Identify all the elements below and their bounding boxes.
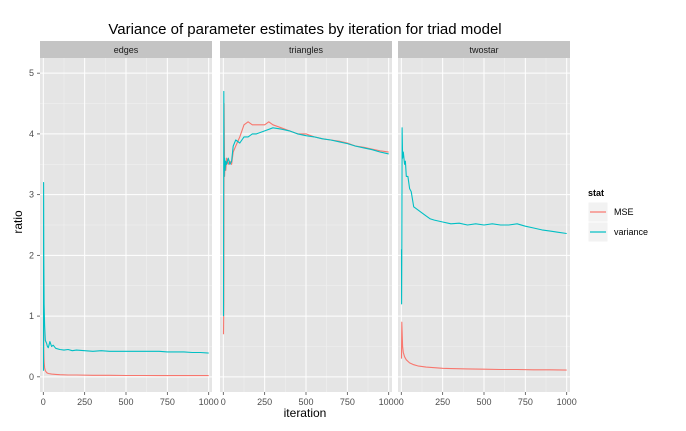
y-tick-label: 5 bbox=[29, 68, 34, 78]
x-tick-label: 0 bbox=[41, 397, 46, 407]
panel-edges: edges 0 250 500 750 1000 bbox=[40, 41, 219, 407]
strip-label-edges: edges bbox=[114, 45, 139, 55]
series-line-MSE-twostar bbox=[400, 321, 567, 371]
x-tick-label: 750 bbox=[160, 397, 175, 407]
chart-title: Variance of parameter estimates by itera… bbox=[108, 21, 501, 38]
series-line-variance-edges bbox=[42, 181, 209, 371]
y-axis: 0 1 2 3 4 5 bbox=[29, 68, 40, 382]
x-tick-label: 250 bbox=[435, 397, 450, 407]
x-tick-label: 0 bbox=[399, 397, 404, 407]
x-tick-label: 500 bbox=[118, 397, 133, 407]
y-tick-label: 3 bbox=[29, 190, 34, 200]
strip-label-twostar: twostar bbox=[469, 45, 498, 55]
panel-twostar: twostar 0 250 500 750 1000 bbox=[398, 41, 577, 407]
x-tick-label: 500 bbox=[476, 397, 491, 407]
panel-triangles: triangles 0 250 500 750 1000 bbox=[220, 41, 399, 407]
x-tick-label: 1000 bbox=[199, 397, 219, 407]
x-tick-label: 500 bbox=[298, 397, 313, 407]
strip-background bbox=[40, 41, 212, 58]
strip-label-triangles: triangles bbox=[289, 45, 324, 55]
x-tick-label: 1000 bbox=[557, 397, 577, 407]
legend-label-MSE: MSE bbox=[614, 207, 634, 217]
legend-title: stat bbox=[588, 188, 604, 198]
facet-panels: edges 0 250 500 750 1000 triangles 0 250 500 750 10… bbox=[40, 41, 577, 407]
x-tick-label: 0 bbox=[221, 397, 226, 407]
y-tick-label: 0 bbox=[29, 372, 34, 382]
x-tick-label: 750 bbox=[340, 397, 355, 407]
series-line-variance-triangles bbox=[222, 90, 389, 317]
x-tick-label: 250 bbox=[257, 397, 272, 407]
series-line-variance-twostar bbox=[400, 127, 567, 305]
strip-background bbox=[398, 41, 570, 58]
x-axis-title: iteration bbox=[284, 406, 327, 420]
x-tick-label: 250 bbox=[77, 397, 92, 407]
legend-label-variance: variance bbox=[614, 227, 648, 237]
x-tick-label: 750 bbox=[518, 397, 533, 407]
y-tick-label: 2 bbox=[29, 250, 34, 260]
x-tick-label: 1000 bbox=[379, 397, 399, 407]
series-line-MSE-edges bbox=[42, 316, 209, 377]
y-tick-label: 4 bbox=[29, 129, 34, 139]
y-axis-title: ratio bbox=[11, 210, 25, 234]
legend: stat MSE variance bbox=[587, 188, 648, 243]
strip-background bbox=[220, 41, 392, 58]
y-tick-label: 1 bbox=[29, 311, 34, 321]
